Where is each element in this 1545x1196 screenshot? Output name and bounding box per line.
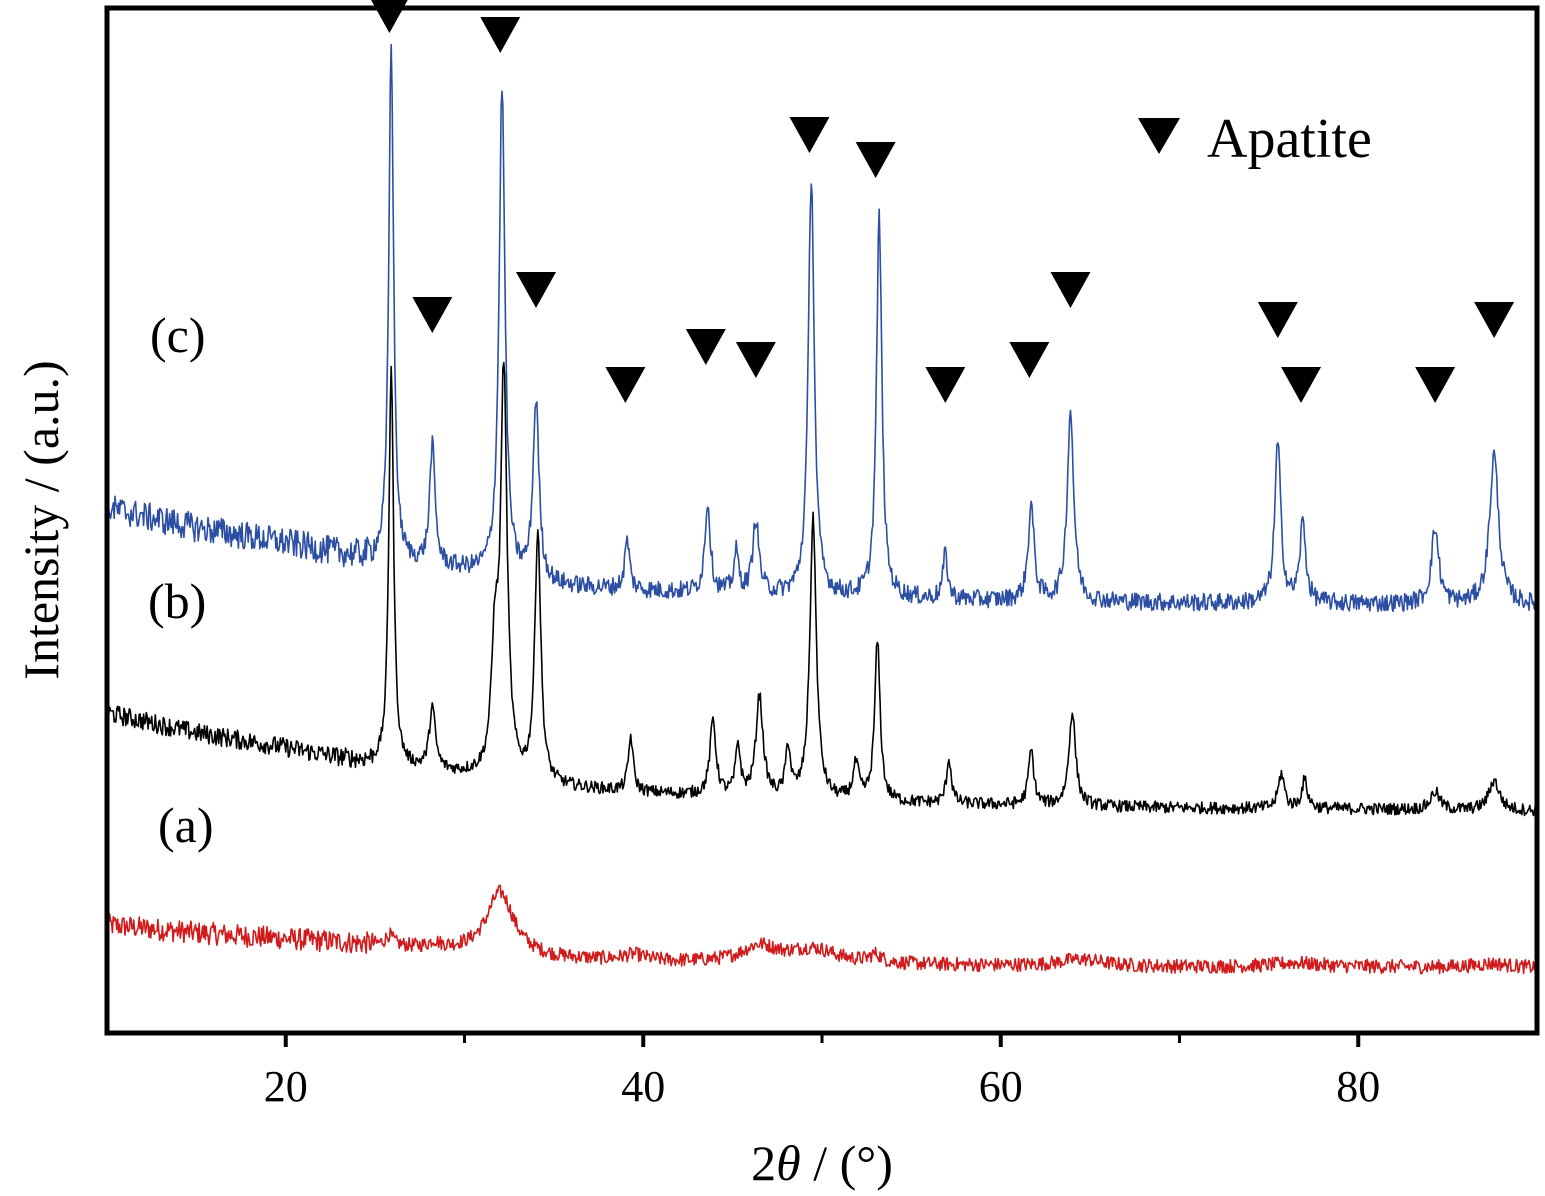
apatite-marker-icon-1 bbox=[371, 0, 408, 33]
curve-label-c: (c) bbox=[150, 307, 206, 363]
apatite-marker-icon-5 bbox=[605, 367, 646, 403]
apatite-marker-icon-2 bbox=[412, 297, 453, 333]
x-axis-title-prefix: 2 bbox=[751, 1135, 776, 1191]
x-tick-label-40: 40 bbox=[621, 1062, 665, 1111]
series-line-a bbox=[106, 884, 1538, 975]
apatite-marker-icon-8 bbox=[789, 117, 830, 153]
curve-label-b: (b) bbox=[148, 573, 206, 629]
apatite-marker-icon-11 bbox=[1009, 342, 1050, 378]
legend-marker-icon bbox=[1138, 118, 1180, 154]
x-axis-title-suffix: / (°) bbox=[801, 1135, 893, 1191]
legend: Apatite bbox=[1138, 108, 1372, 170]
apatite-marker-icon-15 bbox=[1415, 367, 1456, 403]
apatite-marker-icon-6 bbox=[685, 329, 726, 365]
apatite-marker-icon-14 bbox=[1281, 367, 1322, 403]
apatite-marker-icon-10 bbox=[925, 367, 966, 403]
apatite-marker-icon-12 bbox=[1050, 272, 1091, 308]
apatite-marker-icon-16 bbox=[1474, 302, 1515, 338]
series-line-b bbox=[106, 361, 1538, 817]
apatite-marker-icon-7 bbox=[735, 342, 776, 378]
x-tick-label-60: 60 bbox=[979, 1062, 1023, 1111]
apatite-marker-icon-3 bbox=[480, 17, 521, 53]
x-tick-label-20: 20 bbox=[264, 1062, 308, 1111]
series-layer bbox=[106, 43, 1538, 975]
series-line-c bbox=[106, 43, 1538, 613]
apatite-markers bbox=[371, 0, 1515, 403]
x-tick-label-80: 80 bbox=[1336, 1062, 1380, 1111]
x-axis-title-theta: θ bbox=[776, 1135, 801, 1191]
apatite-marker-icon-4 bbox=[516, 272, 556, 308]
apatite-marker-icon-13 bbox=[1257, 302, 1298, 338]
x-axis-ticks: 20 40 60 80 bbox=[264, 1033, 1380, 1111]
apatite-marker-icon-9 bbox=[855, 142, 896, 178]
x-axis-title: 2θ / (°) bbox=[751, 1135, 893, 1191]
legend-label: Apatite bbox=[1207, 108, 1372, 170]
y-axis-title: Intensity / (a.u.) bbox=[13, 360, 69, 679]
curve-label-a: (a) bbox=[158, 797, 214, 853]
